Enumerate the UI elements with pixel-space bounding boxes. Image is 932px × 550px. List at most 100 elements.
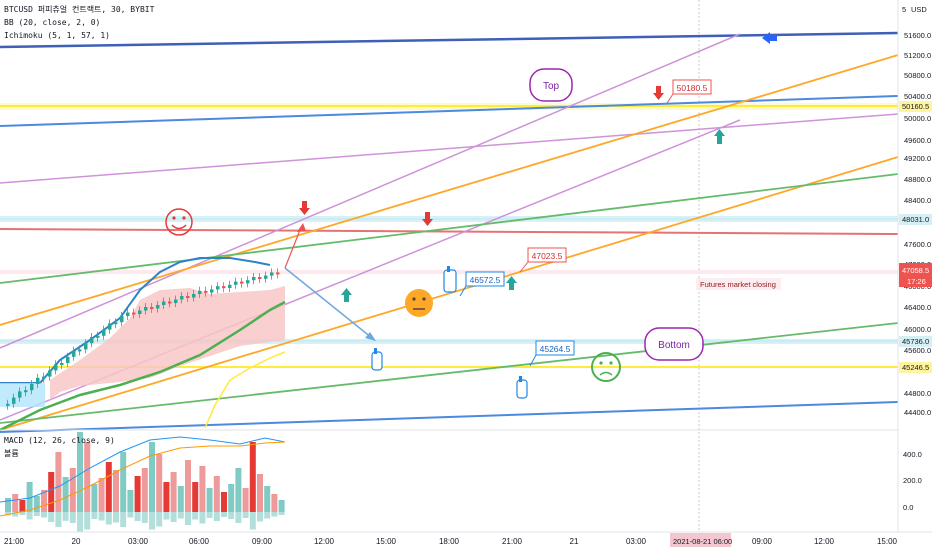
macd-bar [199,466,206,512]
macd-label[interactable]: MACD (12, 26, close, 9) [4,436,115,445]
macd-bar-neg [264,512,271,519]
candle [228,284,232,288]
countdown: 17:26 [907,277,926,286]
time-tick-8: 21:00 [502,537,523,546]
candle [222,286,226,289]
candle [24,390,28,393]
macd-bar [41,490,47,512]
macd-bar-neg [134,512,141,521]
candle [198,290,202,294]
sad-face-icon [591,352,621,382]
macd-bar [271,494,278,512]
candle [30,384,34,391]
time-tick-13: 12:00 [814,537,835,546]
bottom-label: Bottom [658,340,690,351]
macd-bar [235,468,242,512]
price-tick-7: 48800.0 [904,175,931,184]
bottom-callout: Bottom [644,327,704,361]
candle [246,280,250,284]
candle [6,403,10,406]
macd-bar [249,442,256,512]
macd-bar [33,496,40,512]
macd-bar [105,462,112,512]
macd-bar-neg [221,512,227,517]
candle [126,312,130,316]
price-callout-45264: 45264.5 [529,340,575,367]
trendline-violet-up1 [0,33,741,349]
macd-bar-neg [77,512,83,532]
axis-label-45736-bg [899,336,932,347]
time-tick-5: 12:00 [314,537,335,546]
macd-bar-neg [19,512,26,515]
macd-bar [12,494,19,512]
symbol-label[interactable]: BTCUSD 퍼피츄얼 컨트랙트, 30, BYBIT [4,5,155,14]
macd-bar [26,482,33,512]
macd-bar [98,478,105,512]
moving-average-green [0,300,286,432]
trendline-blue-bottom [0,401,899,433]
price-tick-13: 46000.0 [904,325,931,334]
candle [90,337,94,344]
ichimoku-label[interactable]: Ichimoku (5, 1, 57, 1) [4,31,110,40]
macd-bar [62,477,69,512]
price-tick-12: 46400.0 [904,303,931,312]
macd-bar [163,482,170,512]
macd-tick-400: 400.0 [903,450,922,459]
macd-bar [120,452,127,512]
candle [60,363,64,365]
bollinger-fill [0,383,45,407]
macd-bar [5,498,11,512]
macd-bar-neg [48,512,55,522]
price-callout-47023: 47023.5 [519,247,567,273]
macd-bar-neg [12,512,19,517]
arrow-up-green-2 [506,276,517,290]
candle [252,277,256,281]
current-price: 47058.5 [902,266,929,275]
time-tick-3: 06:00 [189,537,210,546]
current-price-bg [899,263,932,287]
macd-bar-neg [213,512,220,521]
bb-label[interactable]: BB (20, close, 2, 0) [4,18,101,27]
macd-bar-neg [185,512,191,525]
arrow-up-green-1 [341,288,352,302]
macd-bar-neg [177,512,184,519]
candle [120,316,124,323]
candle [138,310,142,314]
macd-bar [221,492,227,512]
candle [234,281,238,285]
candle [258,277,262,279]
candle [216,286,220,290]
candle [192,294,196,298]
macd-bar [170,472,177,512]
time-axis[interactable]: 21:00 20 03:00 06:00 09:00 12:00 15:00 18:00 21:… [4,537,898,546]
macd-bar [127,490,134,512]
arrow-up-green-3 [714,129,725,144]
candle [18,391,22,398]
time-tick-0: 21:00 [4,537,25,546]
macd-bar [228,484,235,512]
price-callout-46572: 46572.5 [459,271,505,297]
top-callout: Top [529,68,573,102]
pointing-hand-icon-3 [516,376,528,399]
pointing-hand-icon-2 [443,266,457,293]
price-tick-14: 45600.0 [904,346,931,355]
axis-label-45246: 45246.5 [902,363,929,372]
trendline-blue-mid [0,95,899,127]
arrow-down-red-1 [299,201,310,215]
macd-bar-neg [228,512,235,519]
macd-tick-200: 200.0 [903,476,922,485]
yellow-curve [204,351,286,429]
price-callout-50180: 50180.5 [666,79,712,104]
candle [54,364,58,371]
axis-label-50160: 50160.5 [902,102,929,111]
ichimoku-cloud [50,286,285,400]
candle [66,356,70,363]
candle [186,296,190,298]
candle [264,275,268,279]
bollinger-upper [0,257,271,384]
time-tick-10: 03:00 [626,537,647,546]
macd-bar-neg [33,512,40,516]
time-tick-12: 09:00 [752,537,773,546]
macd-bar-neg [278,512,285,515]
